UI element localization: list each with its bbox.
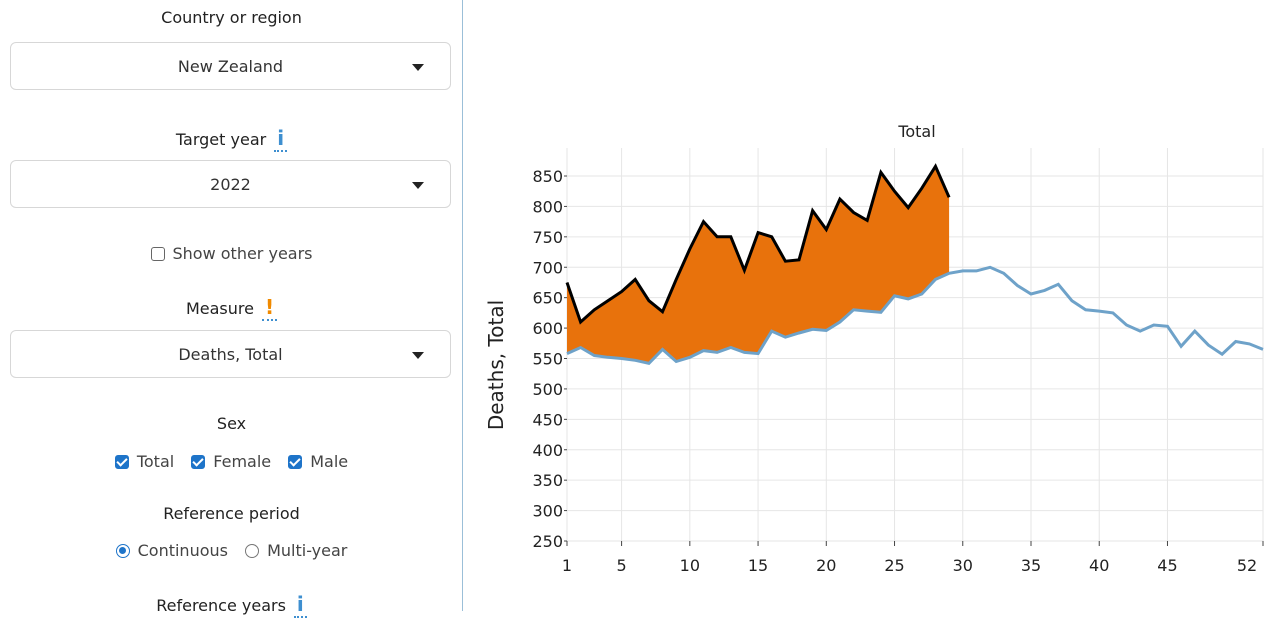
- show-other-years-checkbox[interactable]: [150, 247, 165, 261]
- y-axis-ticks: 250 300 350 400 450 500 550 600 650 700 750 800 850: [532, 167, 567, 551]
- measure-select-value: Deaths, Total: [178, 345, 283, 364]
- y-tick-label: 450: [532, 410, 563, 429]
- chevron-down-icon: [412, 352, 424, 359]
- measure-select[interactable]: Deaths, Total: [10, 330, 451, 378]
- sex-option-total[interactable]: Total: [114, 452, 175, 471]
- radio-label: Multi-year: [267, 541, 348, 560]
- reference-period-multi-year[interactable]: Multi-year: [245, 541, 347, 560]
- checkbox-checked-icon[interactable]: [191, 455, 206, 469]
- x-tick-label: 15: [748, 556, 768, 575]
- target-year-label-row: Target year i: [10, 126, 453, 152]
- sex-option-label: Female: [213, 452, 272, 471]
- measure-label-row: Measure!: [10, 295, 453, 321]
- sidebar: Country or region New Zealand Target yea…: [0, 0, 463, 618]
- radio-label: Continuous: [137, 541, 228, 560]
- x-tick-label: 35: [1021, 556, 1041, 575]
- sex-options: Total Female Male: [10, 452, 453, 471]
- sex-option-male[interactable]: Male: [288, 452, 348, 471]
- target-year-select[interactable]: 2022: [10, 160, 451, 208]
- measure-label: Measure: [185, 299, 254, 318]
- show-other-years-row[interactable]: Show other years: [10, 244, 453, 263]
- x-axis-ticks: 1 5 10 15 20 25 30 35 40 45 52: [562, 541, 1264, 575]
- reference-years-label: Reference years: [156, 596, 286, 615]
- y-tick-label: 550: [532, 350, 563, 369]
- chevron-down-icon: [412, 182, 424, 189]
- y-tick-label: 650: [532, 289, 563, 308]
- sex-option-female[interactable]: Female: [191, 452, 271, 471]
- x-tick-label: 20: [816, 556, 836, 575]
- reference-period-continuous[interactable]: Continuous: [115, 541, 228, 560]
- y-tick-label: 600: [532, 319, 563, 338]
- y-tick-label: 750: [532, 228, 563, 247]
- chart-panel: 250 300 350 400 450 500 550 600 650 700 750 800 850 …: [463, 0, 1264, 611]
- chart-title: Total: [897, 122, 935, 141]
- show-other-years-label: Show other years: [172, 244, 313, 263]
- target-year-select-value: 2022: [210, 175, 251, 194]
- sex-option-label: Male: [310, 452, 349, 471]
- x-tick-label: 45: [1157, 556, 1177, 575]
- checkbox-checked-icon[interactable]: [288, 455, 303, 469]
- reference-years-label-row: Reference years i: [10, 592, 453, 618]
- x-tick-label: 52: [1237, 556, 1257, 575]
- country-label: Country or region: [161, 8, 302, 27]
- x-tick-label: 30: [953, 556, 973, 575]
- sex-option-label: Total: [136, 452, 175, 471]
- y-tick-label: 700: [532, 258, 563, 277]
- sex-label: Sex: [216, 414, 247, 433]
- warning-icon[interactable]: !: [261, 295, 278, 321]
- x-tick-label: 10: [680, 556, 700, 575]
- chevron-down-icon: [412, 64, 424, 71]
- info-icon[interactable]: i: [274, 126, 288, 152]
- excess-area: [567, 166, 950, 364]
- excess-deaths-chart: 250300350400450500550600650700750800850 …: [484, 122, 1264, 575]
- observed-series-line: [565, 163, 951, 325]
- reference-period-label: Reference period: [163, 504, 300, 523]
- country-select[interactable]: New Zealand: [10, 42, 451, 90]
- x-tick-label: 40: [1089, 556, 1109, 575]
- y-tick-label: 350: [532, 471, 563, 490]
- info-icon[interactable]: i: [293, 592, 307, 618]
- y-tick-label: 400: [532, 441, 563, 460]
- radio-selected-icon[interactable]: [115, 544, 130, 558]
- y-tick-label: 300: [532, 502, 563, 521]
- y-tick-label: 250: [532, 532, 563, 551]
- y-tick-label: 850: [532, 167, 563, 186]
- country-select-value: New Zealand: [177, 57, 284, 76]
- checkbox-checked-icon[interactable]: [114, 455, 129, 469]
- target-year-label: Target year: [175, 130, 267, 149]
- x-tick-label: 25: [884, 556, 904, 575]
- y-tick-label: 500: [532, 380, 563, 399]
- x-tick-label: 1: [562, 556, 572, 575]
- y-tick-label: 800: [532, 197, 563, 216]
- y-axis-label: Deaths, Total: [484, 300, 508, 430]
- reference-period-options: Continuous Multi-year: [10, 541, 453, 560]
- x-tick-label: 5: [616, 556, 626, 575]
- baseline-series-line: [566, 265, 1264, 366]
- radio-unselected-icon[interactable]: [245, 544, 260, 558]
